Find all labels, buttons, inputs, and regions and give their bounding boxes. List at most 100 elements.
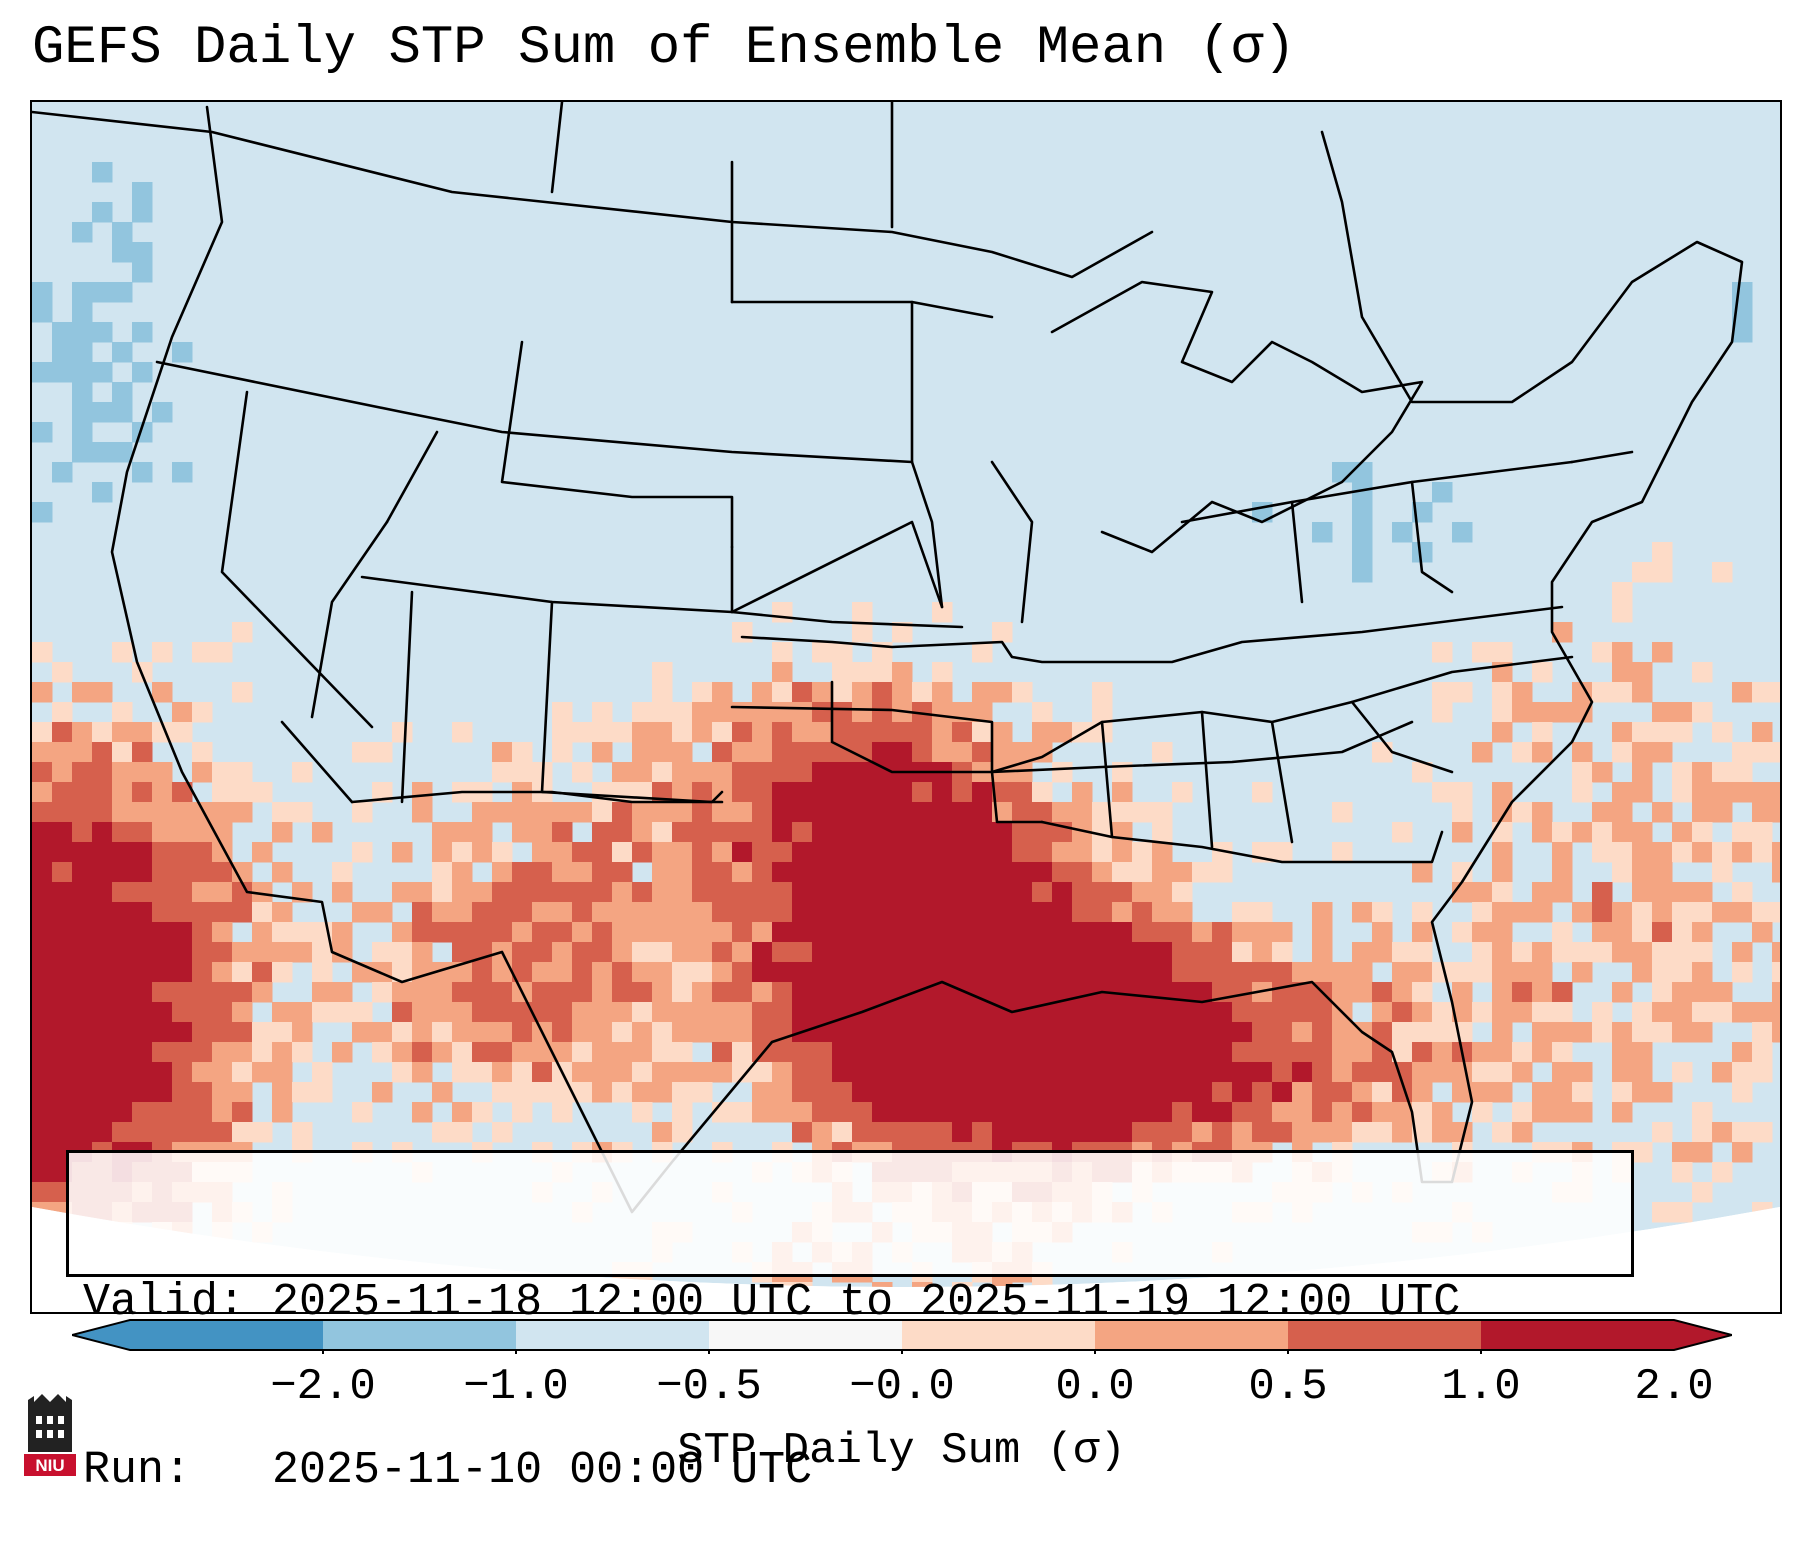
field-cell	[1252, 1102, 1273, 1123]
field-cell	[172, 862, 193, 883]
field-cell	[1572, 1102, 1593, 1123]
field-cell	[912, 722, 933, 743]
field-cell	[112, 862, 133, 883]
field-cell	[72, 422, 93, 443]
field-cell	[1472, 942, 1493, 963]
field-cell	[872, 1082, 893, 1103]
field-cell	[32, 862, 53, 883]
field-cell	[1092, 1122, 1113, 1143]
field-cell	[192, 1102, 213, 1123]
field-cell	[1172, 982, 1193, 1003]
field-cell	[132, 742, 153, 763]
field-cell	[1132, 982, 1153, 1003]
field-cell	[992, 1102, 1013, 1123]
field-cell	[752, 802, 773, 823]
field-cell	[1572, 822, 1593, 843]
field-cell	[812, 942, 833, 963]
field-cell	[852, 1082, 873, 1103]
field-cell	[1092, 1102, 1113, 1123]
field-cell	[712, 702, 733, 723]
field-cell	[772, 742, 793, 763]
field-cell	[752, 682, 773, 703]
field-cell	[1032, 702, 1053, 723]
field-cell	[1292, 1122, 1313, 1143]
field-cell	[892, 962, 913, 983]
field-cell	[1192, 942, 1213, 963]
field-cell	[412, 902, 433, 923]
field-cell	[32, 1102, 53, 1123]
field-cell	[452, 982, 473, 1003]
field-cell	[152, 1122, 173, 1143]
field-cell	[152, 982, 173, 1003]
field-cell	[92, 1102, 113, 1123]
field-cell	[232, 1122, 253, 1143]
field-cell	[32, 962, 53, 983]
field-cell	[1312, 1102, 1333, 1123]
field-cell	[952, 782, 973, 803]
field-cell	[652, 702, 673, 723]
field-cell	[1292, 1102, 1313, 1123]
field-cell	[592, 982, 613, 1003]
field-cell	[1372, 942, 1393, 963]
field-cell	[1032, 822, 1053, 843]
field-cell	[892, 1002, 913, 1023]
field-cell	[1452, 522, 1473, 543]
field-cell	[112, 642, 133, 663]
field-cell	[412, 882, 433, 903]
field-cell	[1672, 722, 1693, 743]
field-cell	[632, 922, 653, 943]
field-cell	[532, 1082, 553, 1103]
field-cell	[1692, 802, 1713, 823]
field-cell	[772, 782, 793, 803]
field-cell	[572, 1042, 593, 1063]
field-cell	[52, 842, 73, 863]
field-cell	[752, 982, 773, 1003]
field-cell	[132, 902, 153, 923]
field-cell	[992, 902, 1013, 923]
field-cell	[1092, 682, 1113, 703]
field-cell	[1112, 802, 1133, 823]
field-cell	[1172, 922, 1193, 943]
field-cell	[192, 842, 213, 863]
colorbar-tick-label: −0.0	[849, 1362, 955, 1412]
field-cell	[632, 842, 653, 863]
field-cell	[932, 1002, 953, 1023]
field-cell	[612, 1062, 633, 1083]
field-cell	[452, 1102, 473, 1123]
field-cell	[392, 1022, 413, 1043]
field-cell	[1092, 1082, 1113, 1103]
field-cell	[1532, 1042, 1553, 1063]
field-cell	[112, 982, 133, 1003]
field-cell	[1652, 542, 1673, 563]
field-cell	[1492, 702, 1513, 723]
field-cell	[912, 1122, 933, 1143]
field-cell	[1612, 642, 1633, 663]
field-cell	[812, 1002, 833, 1023]
field-cell	[332, 922, 353, 943]
field-cell	[392, 922, 413, 943]
field-cell	[192, 922, 213, 943]
field-cell	[72, 322, 93, 343]
field-cell	[1632, 942, 1653, 963]
field-cell	[72, 362, 93, 383]
field-cell	[512, 762, 533, 783]
field-cell	[1732, 682, 1753, 703]
field-cell	[1072, 1062, 1093, 1083]
field-cell	[852, 882, 873, 903]
field-cell	[1572, 1082, 1593, 1103]
niu-logo: NIU	[24, 1394, 76, 1476]
field-cell	[992, 942, 1013, 963]
field-cell	[852, 902, 873, 923]
field-cell	[792, 842, 813, 863]
field-cell	[292, 922, 313, 943]
field-cell	[832, 702, 853, 723]
field-cell	[172, 1082, 193, 1103]
field-cell	[872, 662, 893, 683]
field-cell	[1692, 662, 1713, 683]
field-cell	[1652, 642, 1673, 663]
field-cell	[672, 982, 693, 1003]
field-cell	[832, 642, 853, 663]
field-cell	[32, 1122, 53, 1143]
field-cell	[112, 1102, 133, 1123]
field-cell	[692, 702, 713, 723]
